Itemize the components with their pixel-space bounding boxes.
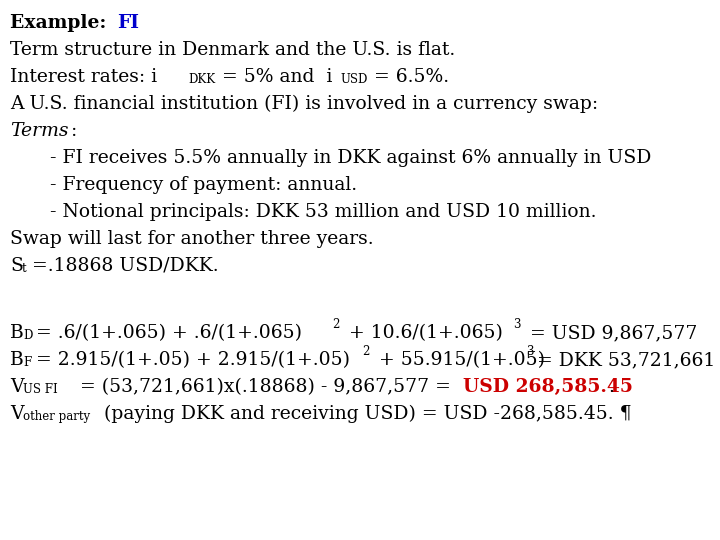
Text: USD: USD: [340, 73, 367, 86]
Text: FI: FI: [117, 14, 139, 32]
Text: Terms: Terms: [10, 122, 68, 140]
Text: = USD 9,867,577: = USD 9,867,577: [524, 324, 698, 342]
Text: 2: 2: [362, 345, 369, 358]
Text: = 6.5%.: = 6.5%.: [374, 68, 449, 86]
Text: 3: 3: [526, 345, 534, 358]
Text: + 55.915/(1+.05): + 55.915/(1+.05): [373, 351, 545, 369]
Text: A U.S. financial institution (FI) is involved in a currency swap:: A U.S. financial institution (FI) is inv…: [10, 95, 598, 113]
Text: = 5% and  i: = 5% and i: [222, 68, 333, 86]
Text: + 10.6/(1+.065): + 10.6/(1+.065): [343, 324, 503, 342]
Text: US FI: US FI: [23, 383, 58, 396]
Text: D: D: [23, 329, 32, 342]
Text: t: t: [22, 262, 27, 275]
Text: B: B: [10, 324, 24, 342]
Text: - FI receives 5.5% annually in DKK against 6% annually in USD: - FI receives 5.5% annually in DKK again…: [50, 149, 652, 167]
Text: Example:: Example:: [10, 14, 113, 32]
Text: (paying DKK and receiving USD) = USD -268,585.45. ¶: (paying DKK and receiving USD) = USD -26…: [98, 405, 631, 423]
Text: Term structure in Denmark and the U.S. is flat.: Term structure in Denmark and the U.S. i…: [10, 41, 455, 59]
Text: = DKK 53,721,661: = DKK 53,721,661: [537, 351, 715, 369]
Text: 3: 3: [513, 318, 521, 331]
Text: :: :: [71, 122, 77, 140]
Text: DKK: DKK: [188, 73, 215, 86]
Text: - Notional principals: DKK 53 million and USD 10 million.: - Notional principals: DKK 53 million an…: [50, 203, 596, 221]
Text: - Frequency of payment: annual.: - Frequency of payment: annual.: [50, 176, 357, 194]
Text: V: V: [10, 405, 24, 423]
Text: = .6/(1+.065) + .6/(1+.065): = .6/(1+.065) + .6/(1+.065): [36, 324, 302, 342]
Text: Interest rates: i: Interest rates: i: [10, 68, 157, 86]
Text: USD 268,585.45: USD 268,585.45: [463, 378, 633, 396]
Text: V: V: [10, 378, 24, 396]
Text: = 2.915/(1+.05) + 2.915/(1+.05): = 2.915/(1+.05) + 2.915/(1+.05): [36, 351, 350, 369]
Text: 2: 2: [332, 318, 339, 331]
Text: other party: other party: [23, 410, 90, 423]
Text: = (53,721,661)x(.18868) - 9,867,577 =: = (53,721,661)x(.18868) - 9,867,577 =: [74, 378, 457, 396]
Text: Swap will last for another three years.: Swap will last for another three years.: [10, 230, 374, 248]
Text: F: F: [23, 356, 31, 369]
Text: S: S: [10, 257, 23, 275]
Text: .: .: [608, 378, 614, 396]
Text: B: B: [10, 351, 24, 369]
Text: =.18868 USD/DKK.: =.18868 USD/DKK.: [32, 257, 219, 275]
